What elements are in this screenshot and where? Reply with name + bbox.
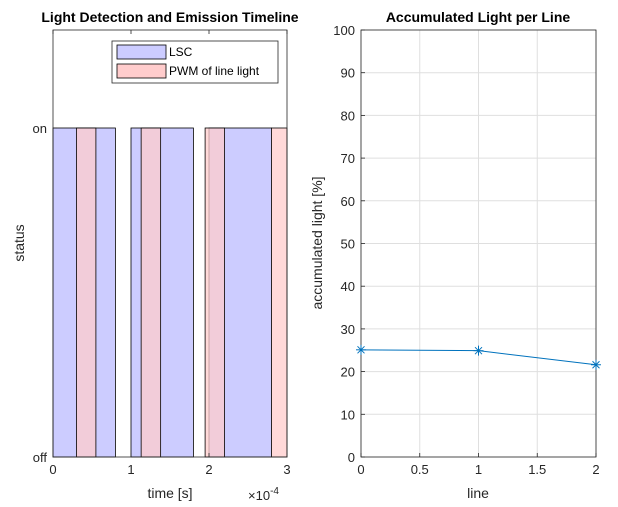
line-y-tick-label: 10: [341, 407, 355, 422]
data-point-marker: [356, 344, 366, 355]
line-y-tick-label: 80: [341, 108, 355, 123]
timeline-chart: 0 1 2 3 off on Light Detection and Emission …: [11, 9, 299, 503]
timeline-bar-1-1: [140, 127, 162, 458]
line-series: [356, 344, 601, 370]
timeline-plot-frame: [52, 29, 288, 458]
timeline-y-tick-label: off: [33, 450, 48, 465]
line-y-tick-label: 60: [341, 194, 355, 209]
timeline-x-tick-label: 0: [49, 462, 56, 477]
line-y-tick-label: 90: [341, 66, 355, 81]
timeline-legend: LSC PWM of line light: [111, 40, 279, 84]
line-y-tick-label: 100: [333, 23, 355, 38]
line-title: Accumulated Light per Line: [386, 9, 571, 25]
timeline-y-label: status: [11, 224, 27, 261]
timeline-y-tick-label: on: [33, 121, 47, 136]
timeline-x-exponent-base: ×10: [248, 488, 270, 503]
timeline-y-ticks: off on: [33, 121, 57, 465]
line-y-tick-label: 20: [341, 365, 355, 380]
line-y-tick-label: 50: [341, 237, 355, 252]
timeline-bar-1-0: [76, 127, 97, 458]
line-x-ticks: 0 0.5 1 1.5 2: [357, 453, 600, 477]
legend-label-pwm: PWM of line light: [169, 64, 260, 78]
legend-label-lsc: LSC: [169, 45, 193, 59]
timeline-x-tick-label: 2: [205, 462, 212, 477]
line-x-tick-label: 1: [475, 462, 482, 477]
line-x-tick-label: 0: [357, 462, 364, 477]
timeline-title: Light Detection and Emission Timeline: [41, 9, 298, 25]
line-y-tick-label: 40: [341, 279, 355, 294]
line-x-tick-label: 2: [592, 462, 599, 477]
line-y-tick-label: 30: [341, 322, 355, 337]
timeline-x-exponent-power: -4: [270, 486, 279, 497]
timeline-bars: [52, 127, 288, 458]
timeline-x-label: time [s]: [147, 485, 192, 501]
data-point-marker: [591, 359, 601, 370]
timeline-x-tick-label: 1: [127, 462, 134, 477]
line-y-tick-label: 0: [348, 450, 355, 465]
line-x-tick-label: 1.5: [528, 462, 546, 477]
timeline-bar-1-3: [270, 127, 288, 458]
accumulated-light-chart: 0 0.5 1 1.5 2 0 10 20 30 40 50 60 70 80 90 100 Accumul…: [309, 9, 601, 501]
line-y-tick-label: 70: [341, 151, 355, 166]
legend-swatch-lsc: [116, 44, 167, 60]
line-x-tick-label: 0.5: [411, 462, 429, 477]
timeline-x-ticks: 0 1 2 3: [49, 30, 291, 477]
line-y-ticks: 0 10 20 30 40 50 60 70 80 90 100: [333, 23, 365, 465]
timeline-bar-0-1: [130, 127, 194, 458]
legend-swatch-pwm: [116, 63, 167, 79]
timeline-bar-1-2: [204, 127, 226, 458]
line-x-label: line: [467, 485, 489, 501]
line-y-label: accumulated light [%]: [309, 176, 325, 309]
timeline-x-exponent: ×10-4: [248, 486, 279, 503]
timeline-x-tick-label: 3: [283, 462, 290, 477]
data-point-marker: [473, 345, 484, 356]
